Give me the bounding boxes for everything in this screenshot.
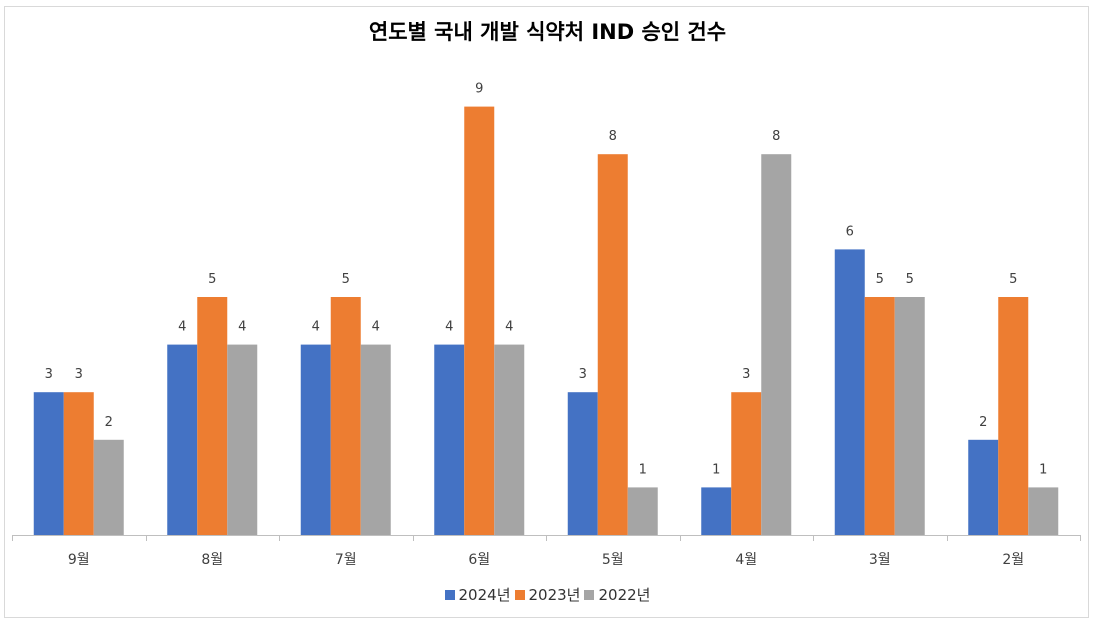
- bar-9월-2024년: [33, 392, 64, 535]
- legend-swatch: [584, 589, 595, 600]
- bar-4월-2022년: [761, 154, 792, 535]
- data-label: 8: [772, 129, 780, 144]
- data-label: 5: [1009, 272, 1017, 287]
- data-label: 4: [505, 320, 513, 335]
- data-label: 5: [208, 272, 216, 287]
- data-label: 3: [75, 367, 83, 382]
- bar-5월-2024년: [567, 392, 598, 535]
- data-label: 1: [639, 462, 647, 477]
- legend-swatch: [444, 589, 455, 600]
- legend-item: 2023년: [514, 584, 581, 605]
- x-tick-label: 4월: [735, 552, 757, 568]
- bar-3월-2023년: [864, 297, 895, 535]
- bar-8월-2022년: [227, 344, 258, 535]
- bar-7월-2022년: [360, 344, 391, 535]
- data-label: 4: [445, 320, 453, 335]
- bar-2월-2024년: [968, 439, 999, 535]
- bar-8월-2024년: [167, 344, 198, 535]
- data-label: 6: [846, 224, 854, 239]
- data-label: 1: [1039, 462, 1047, 477]
- data-label: 2: [979, 415, 987, 430]
- data-label: 3: [742, 367, 750, 382]
- data-label: 3: [45, 367, 53, 382]
- legend-item: 2022년: [584, 584, 650, 605]
- data-label: 4: [372, 320, 380, 335]
- bar-7월-2024년: [300, 344, 331, 535]
- legend-label: 2023년: [528, 586, 581, 604]
- legend-item: 2024년: [444, 584, 511, 605]
- bar-8월-2023년: [197, 297, 228, 535]
- x-tick-label: 9월: [68, 552, 90, 568]
- bar-3월-2024년: [834, 249, 865, 535]
- bar-9월-2023년: [63, 392, 94, 535]
- data-label: 9: [475, 82, 483, 97]
- data-label: 4: [312, 320, 320, 335]
- x-tick-label: 6월: [468, 552, 490, 568]
- bar-9월-2022년: [93, 439, 124, 535]
- legend-label: 2022년: [598, 586, 651, 604]
- bar-5월-2023년: [597, 154, 628, 535]
- legend-label: 2024년: [458, 586, 511, 604]
- data-label: 5: [906, 272, 914, 287]
- data-label: 5: [876, 272, 884, 287]
- chart-title: 연도별 국내 개발 식약처 IND 승인 건수: [368, 20, 727, 44]
- data-label: 4: [178, 320, 186, 335]
- bar-6월-2022년: [494, 344, 525, 535]
- x-tick-label: 3월: [869, 552, 891, 568]
- data-label: 5: [342, 272, 350, 287]
- data-label: 1: [712, 462, 720, 477]
- bar-7월-2023년: [330, 297, 361, 535]
- bar-4월-2023년: [731, 392, 762, 535]
- bar-5월-2022년: [627, 487, 658, 535]
- legend-swatch: [514, 589, 525, 600]
- bar-2월-2023년: [998, 297, 1029, 535]
- x-tick-label: 8월: [201, 552, 223, 568]
- bar-4월-2024년: [701, 487, 732, 535]
- data-label: 3: [579, 367, 587, 382]
- data-label: 4: [238, 320, 246, 335]
- data-label: 2: [105, 415, 113, 430]
- x-tick-label: 7월: [335, 552, 357, 568]
- bar-3월-2022년: [894, 297, 925, 535]
- x-tick-label: 5월: [602, 552, 624, 568]
- bar-2월-2022년: [1028, 487, 1059, 535]
- data-label: 8: [609, 129, 617, 144]
- bar-6월-2024년: [434, 344, 465, 535]
- x-tick-label: 2월: [1002, 552, 1024, 568]
- chart-legend: 2024년 2023년 2022년: [0, 584, 1095, 605]
- bar-6월-2023년: [464, 106, 495, 535]
